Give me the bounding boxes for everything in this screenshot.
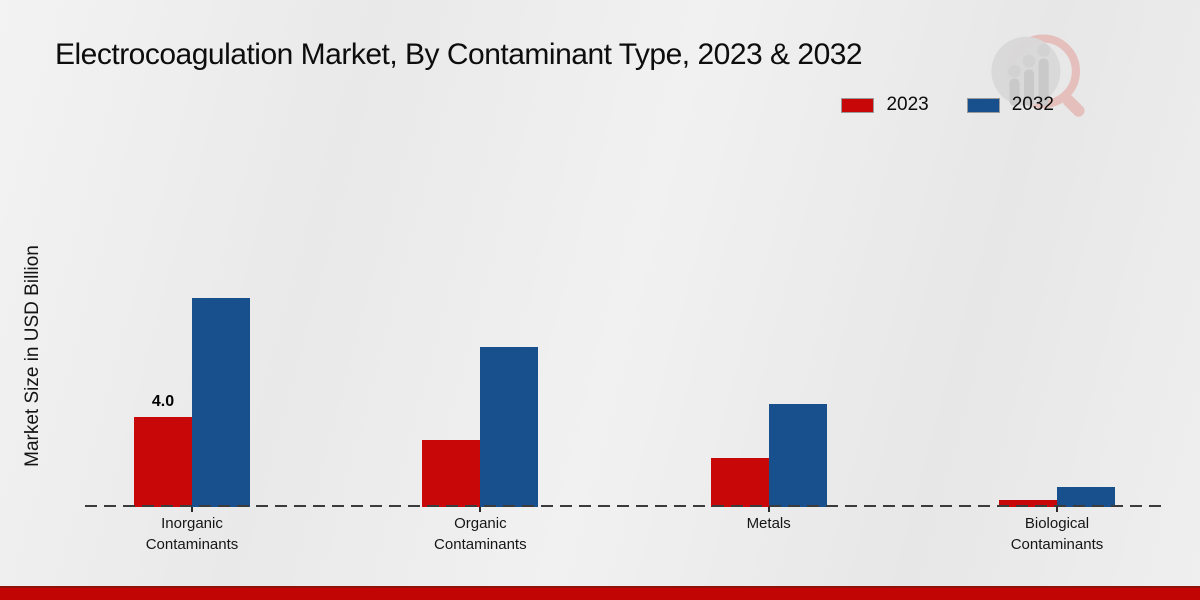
bar-2032-biological-contaminants [1056, 486, 1115, 507]
x-axis-label-metals: Metals [746, 515, 791, 532]
x-axis-label-biological-contaminants: Biological Contaminants [1010, 515, 1104, 553]
bar-2023-inorganic-contaminants [134, 417, 192, 507]
bar-2032-inorganic-contaminants [192, 297, 250, 507]
bar-value-label-2023-inorganic-contaminants: 4.0 [151, 393, 175, 410]
magnifier-bar-chart-logo-icon [991, 34, 1085, 117]
x-axis-tick-organic-contaminants [479, 507, 482, 512]
bar-2023-metals [710, 457, 769, 507]
legend-label-2023: 2023 [886, 94, 929, 115]
x-axis-tick-biological-contaminants [1055, 507, 1058, 512]
bar-2032-organic-contaminants [480, 347, 539, 507]
legend-item-2032: 2032 [966, 94, 1054, 116]
bar-2023-biological-contaminants [998, 500, 1057, 507]
page-title: Electrocoagulation Market, By Contaminan… [55, 38, 863, 71]
bar-2032-metals [768, 403, 827, 507]
x-axis-tick-metals [767, 507, 770, 512]
legend-swatch-2032 [966, 97, 1000, 113]
legend-item-2023: 2023 [841, 94, 929, 116]
footer-accent-bar [0, 586, 1200, 600]
legend-swatch-2023 [841, 97, 875, 113]
legend-label-2032: 2032 [1011, 94, 1054, 115]
x-axis-baseline [85, 505, 1163, 507]
x-axis-label-organic-contaminants: Organic Contaminants [434, 515, 527, 553]
bar-2023-organic-contaminants [422, 439, 481, 507]
legend: 2023 2032 [841, 94, 1054, 116]
x-axis-label-inorganic-contaminants: Inorganic Contaminants [145, 515, 239, 553]
x-axis-tick-inorganic-contaminants [191, 507, 193, 512]
